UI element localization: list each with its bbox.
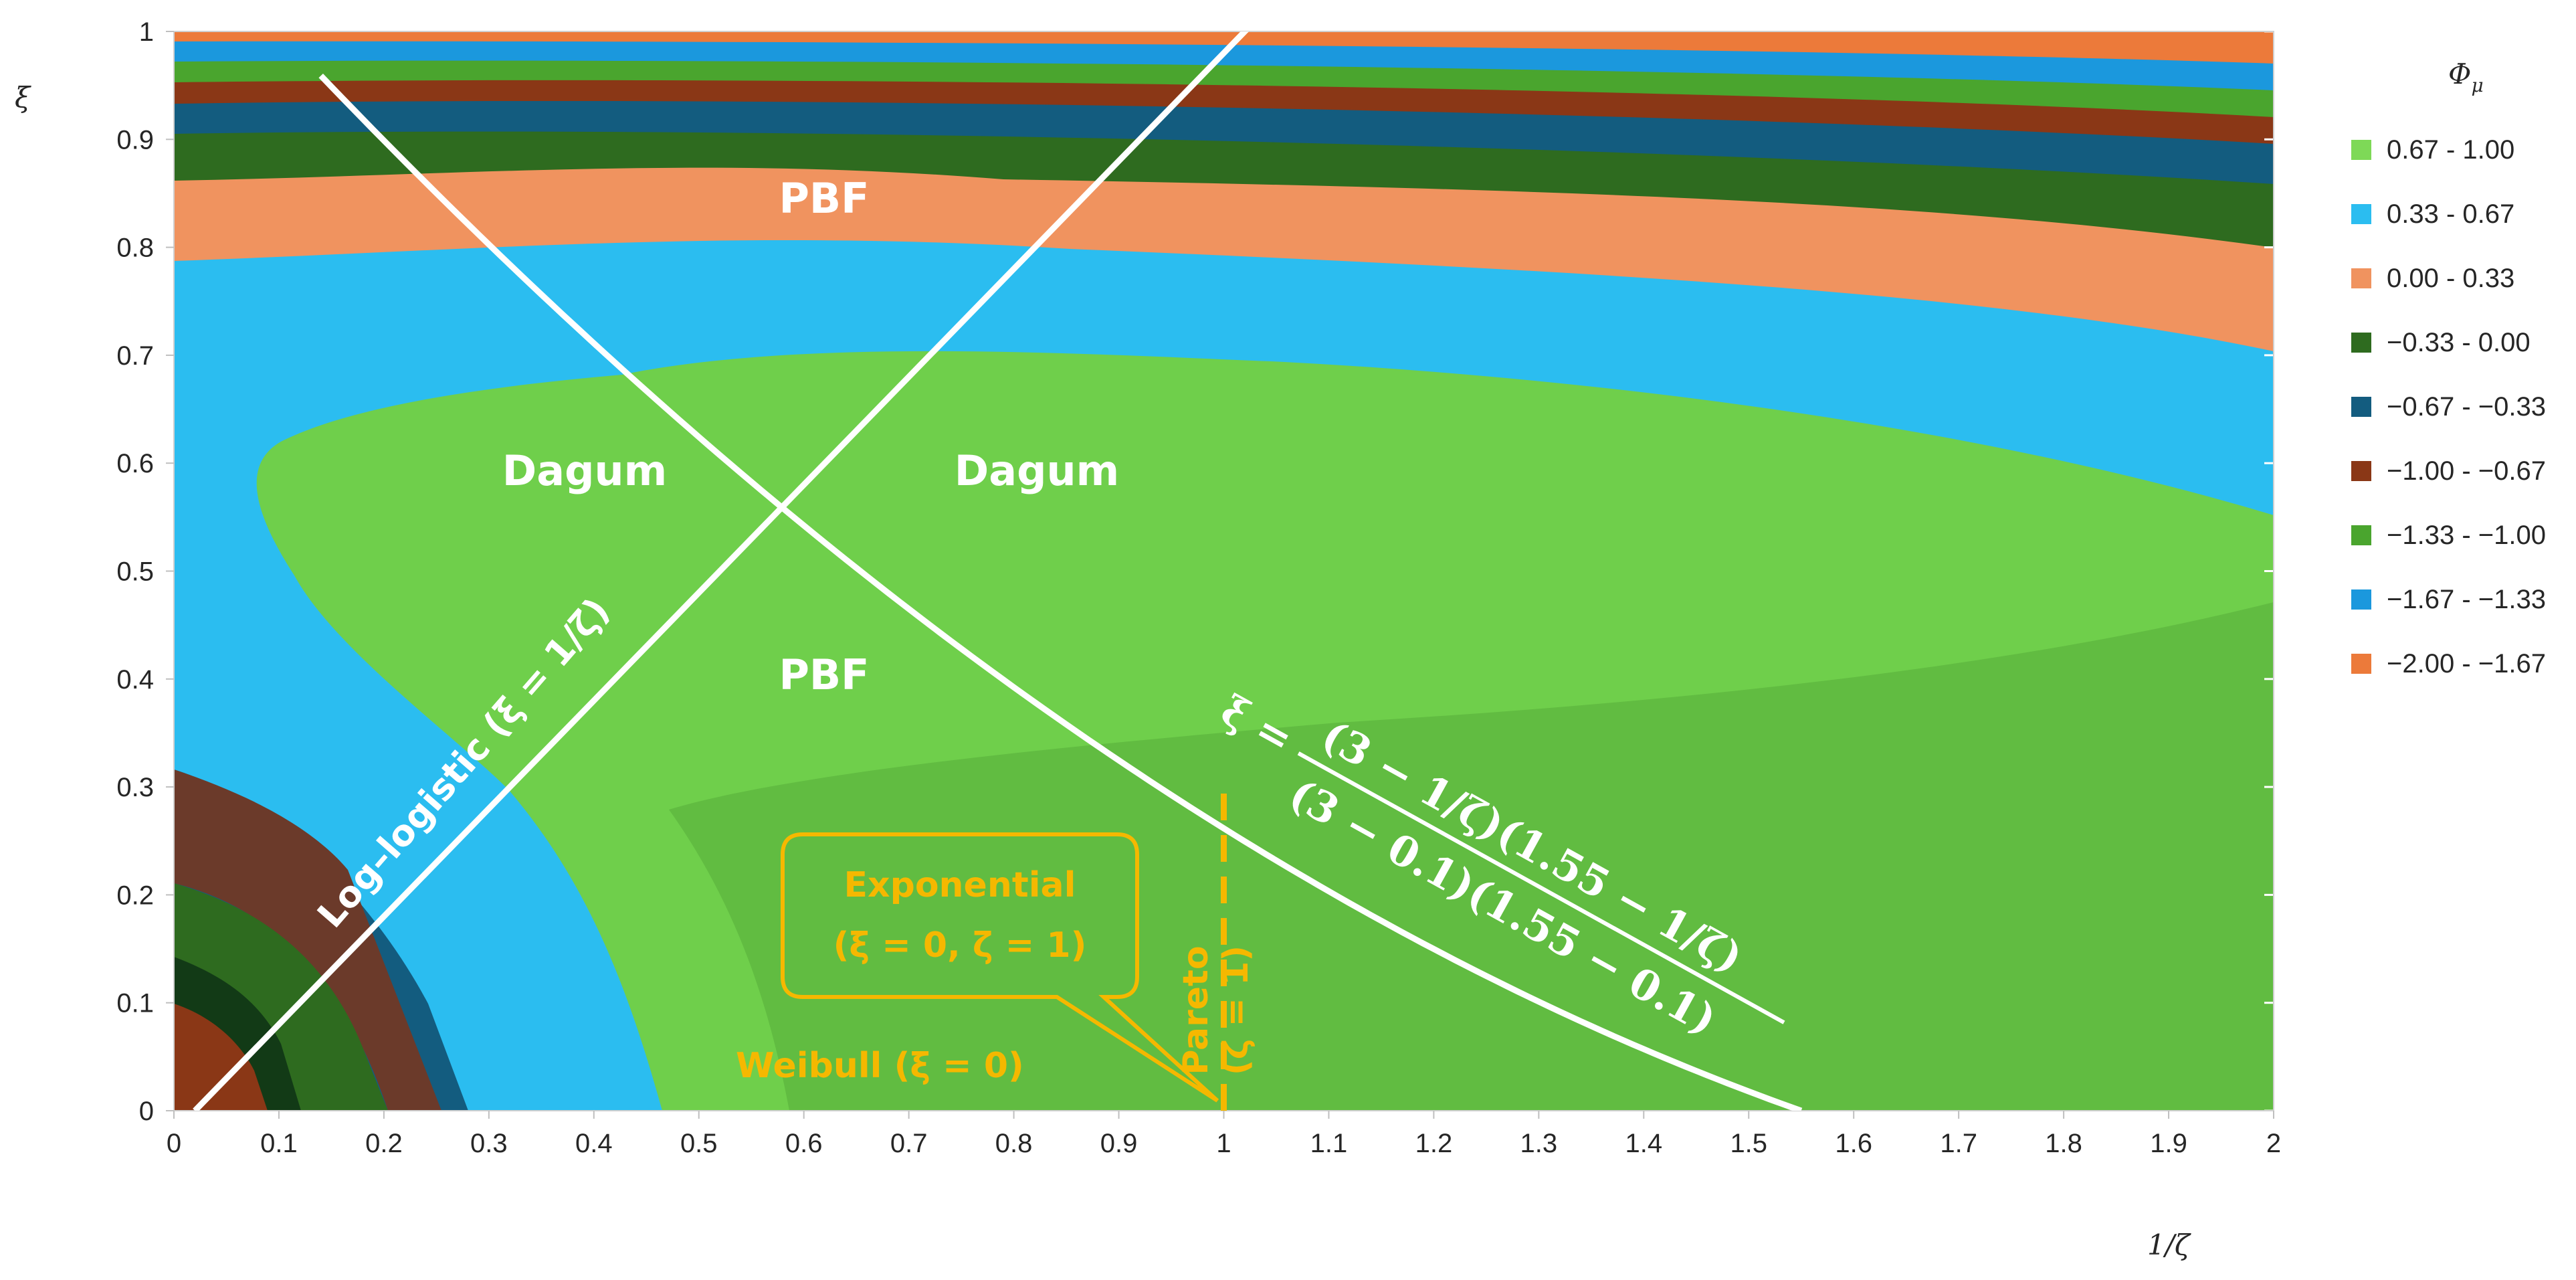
callout-box — [781, 832, 1219, 1103]
corner-brown — [174, 769, 441, 1111]
exponential-line1: Exponential — [844, 865, 1076, 905]
pareto-label: Pareto (ζ = 1) — [1176, 945, 1256, 1075]
heatmap-area — [174, 31, 2274, 1111]
legend-label: −1.67 - −1.33 — [2387, 585, 2546, 614]
y-tick-label: 0.7 — [116, 341, 154, 371]
legend-swatch — [2351, 589, 2371, 610]
x-tick-label: 1.3 — [1520, 1129, 1558, 1158]
legend-swatch — [2351, 204, 2371, 224]
y-tick-label: 0.3 — [116, 773, 154, 802]
x-tick-label: 1.2 — [1415, 1129, 1453, 1158]
exponential-callout: Exponential (ξ = 0, ζ = 1) — [781, 832, 1219, 1103]
y-tick-label: 0.9 — [116, 125, 154, 155]
y-axis-ticks: 0 0.1 0.2 0.3 0.4 0.5 0.6 0.7 0.8 0.9 1 — [116, 17, 174, 1126]
legend-swatch — [2351, 268, 2371, 288]
legend-label: 0.00 - 0.33 — [2387, 264, 2514, 293]
x-tick-label: 0 — [167, 1129, 181, 1158]
legend-label: −0.67 - −0.33 — [2387, 392, 2546, 422]
x-tick-label: 1.9 — [2150, 1129, 2187, 1158]
legend-swatch — [2351, 140, 2371, 160]
y-tick-label: 1 — [139, 17, 154, 47]
y-tick-label: 0.8 — [116, 234, 154, 263]
legend-label: −2.00 - −1.67 — [2387, 649, 2546, 678]
region-label-dagum-left: Dagum — [502, 446, 667, 495]
pareto-line1: Pareto — [1176, 945, 1216, 1075]
loglogistic-curve — [193, 31, 1250, 1111]
legend-label: −0.33 - 0.00 — [2387, 328, 2531, 357]
x-tick-label: 1.7 — [1940, 1129, 1977, 1158]
y-tick-label: 0 — [139, 1097, 154, 1126]
x-tick-label: 1 — [1216, 1129, 1231, 1158]
legend-label: −1.33 - −1.00 — [2387, 521, 2546, 550]
legend-label: 0.33 - 0.67 — [2387, 199, 2514, 229]
legend: Φμ 0.67 - 1.00 0.33 - 0.67 0.00 - 0.33 −0.3… — [2351, 58, 2546, 678]
x-tick-label: 1.5 — [1730, 1129, 1767, 1158]
x-axis-ticks: 0 0.1 0.2 0.3 0.4 0.5 0.6 0.7 0.8 0.9 1 1.1 1.2 1.3 1.… — [167, 1111, 2281, 1158]
formula-curve — [318, 73, 1803, 1111]
legend-swatch — [2351, 525, 2371, 545]
legend-label: 0.67 - 1.00 — [2387, 135, 2514, 165]
weibull-label: Weibull (ξ = 0) — [736, 1046, 1024, 1086]
y-tick-label: 0.5 — [116, 557, 154, 587]
band-shade — [669, 602, 2274, 1111]
x-tick-label: 0.1 — [260, 1129, 298, 1158]
y-tick-label: 0.6 — [116, 449, 154, 478]
legend-swatch — [2351, 461, 2371, 481]
exponential-line2: (ξ = 0, ζ = 1) — [833, 925, 1087, 966]
corner-red — [174, 1004, 268, 1111]
x-tick-label: 0.5 — [680, 1129, 718, 1158]
x-tick-label: 0.6 — [785, 1129, 823, 1158]
legend-swatch — [2351, 333, 2371, 353]
x-tick-label: 1.6 — [1835, 1129, 1872, 1158]
x-tick-label: 1.1 — [1310, 1129, 1348, 1158]
legend-label: −1.00 - −0.67 — [2387, 456, 2546, 486]
x-tick-label: 0.2 — [365, 1129, 403, 1158]
x-tick-label: 0.7 — [890, 1129, 928, 1158]
legend-swatch — [2351, 654, 2371, 674]
y-tick-label: 0.4 — [116, 665, 154, 695]
legend-swatch — [2351, 397, 2371, 417]
formula-fraction-bar — [1297, 751, 1785, 1024]
x-tick-label: 1.8 — [2045, 1129, 2082, 1158]
legend-title: Φμ — [2448, 58, 2484, 96]
region-label-dagum-right: Dagum — [955, 446, 1119, 495]
x-tick-label: 2 — [2266, 1129, 2281, 1158]
x-tick-label: 0.4 — [575, 1129, 613, 1158]
y-tick-label: 0.1 — [116, 989, 154, 1018]
x-tick-label: 0.3 — [470, 1129, 508, 1158]
x-tick-label: 1.4 — [1625, 1129, 1662, 1158]
pareto-line2: (ζ = 1) — [1216, 945, 1256, 1075]
x-tick-label: 0.9 — [1100, 1129, 1138, 1158]
y-tick-label: 0.2 — [116, 881, 154, 910]
curves — [193, 31, 1803, 1111]
y-axis-title: ξ — [15, 81, 31, 114]
x-axis-title: 1/ζ — [2147, 1228, 2191, 1261]
region-label-pbf-top: PBF — [779, 174, 869, 223]
x-tick-label: 0.8 — [995, 1129, 1033, 1158]
region-label-pbf-bottom: PBF — [779, 650, 869, 699]
